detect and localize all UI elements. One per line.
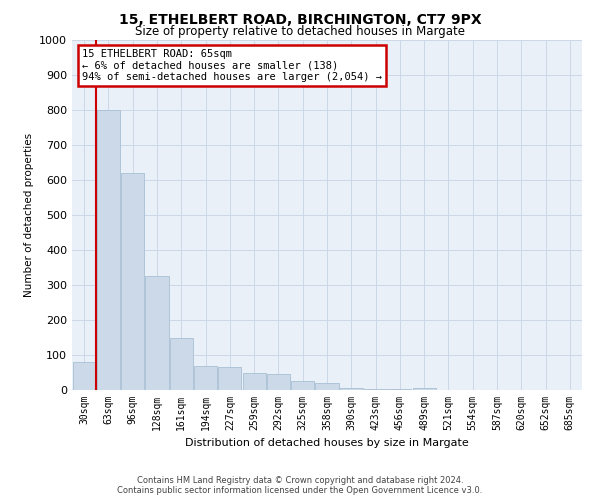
Bar [170, 338, 193, 390]
Bar [145, 276, 169, 390]
Text: 15 ETHELBERT ROAD: 65sqm
← 6% of detached houses are smaller (138)
94% of semi-d: 15 ETHELBERT ROAD: 65sqm ← 6% of detache… [82, 49, 382, 82]
Bar [73, 362, 95, 390]
Bar [316, 383, 338, 390]
Bar [194, 366, 217, 390]
Bar [242, 372, 266, 390]
Bar [97, 110, 120, 390]
Bar [267, 374, 290, 390]
Y-axis label: Number of detached properties: Number of detached properties [23, 133, 34, 297]
Bar [291, 381, 314, 390]
Bar [413, 388, 436, 390]
Bar [121, 173, 144, 390]
X-axis label: Distribution of detached houses by size in Margate: Distribution of detached houses by size … [185, 438, 469, 448]
Text: Size of property relative to detached houses in Margate: Size of property relative to detached ho… [135, 25, 465, 38]
Bar [340, 388, 363, 390]
Text: Contains HM Land Registry data © Crown copyright and database right 2024.
Contai: Contains HM Land Registry data © Crown c… [118, 476, 482, 495]
Text: 15, ETHELBERT ROAD, BIRCHINGTON, CT7 9PX: 15, ETHELBERT ROAD, BIRCHINGTON, CT7 9PX [119, 12, 481, 26]
Bar [218, 367, 241, 390]
